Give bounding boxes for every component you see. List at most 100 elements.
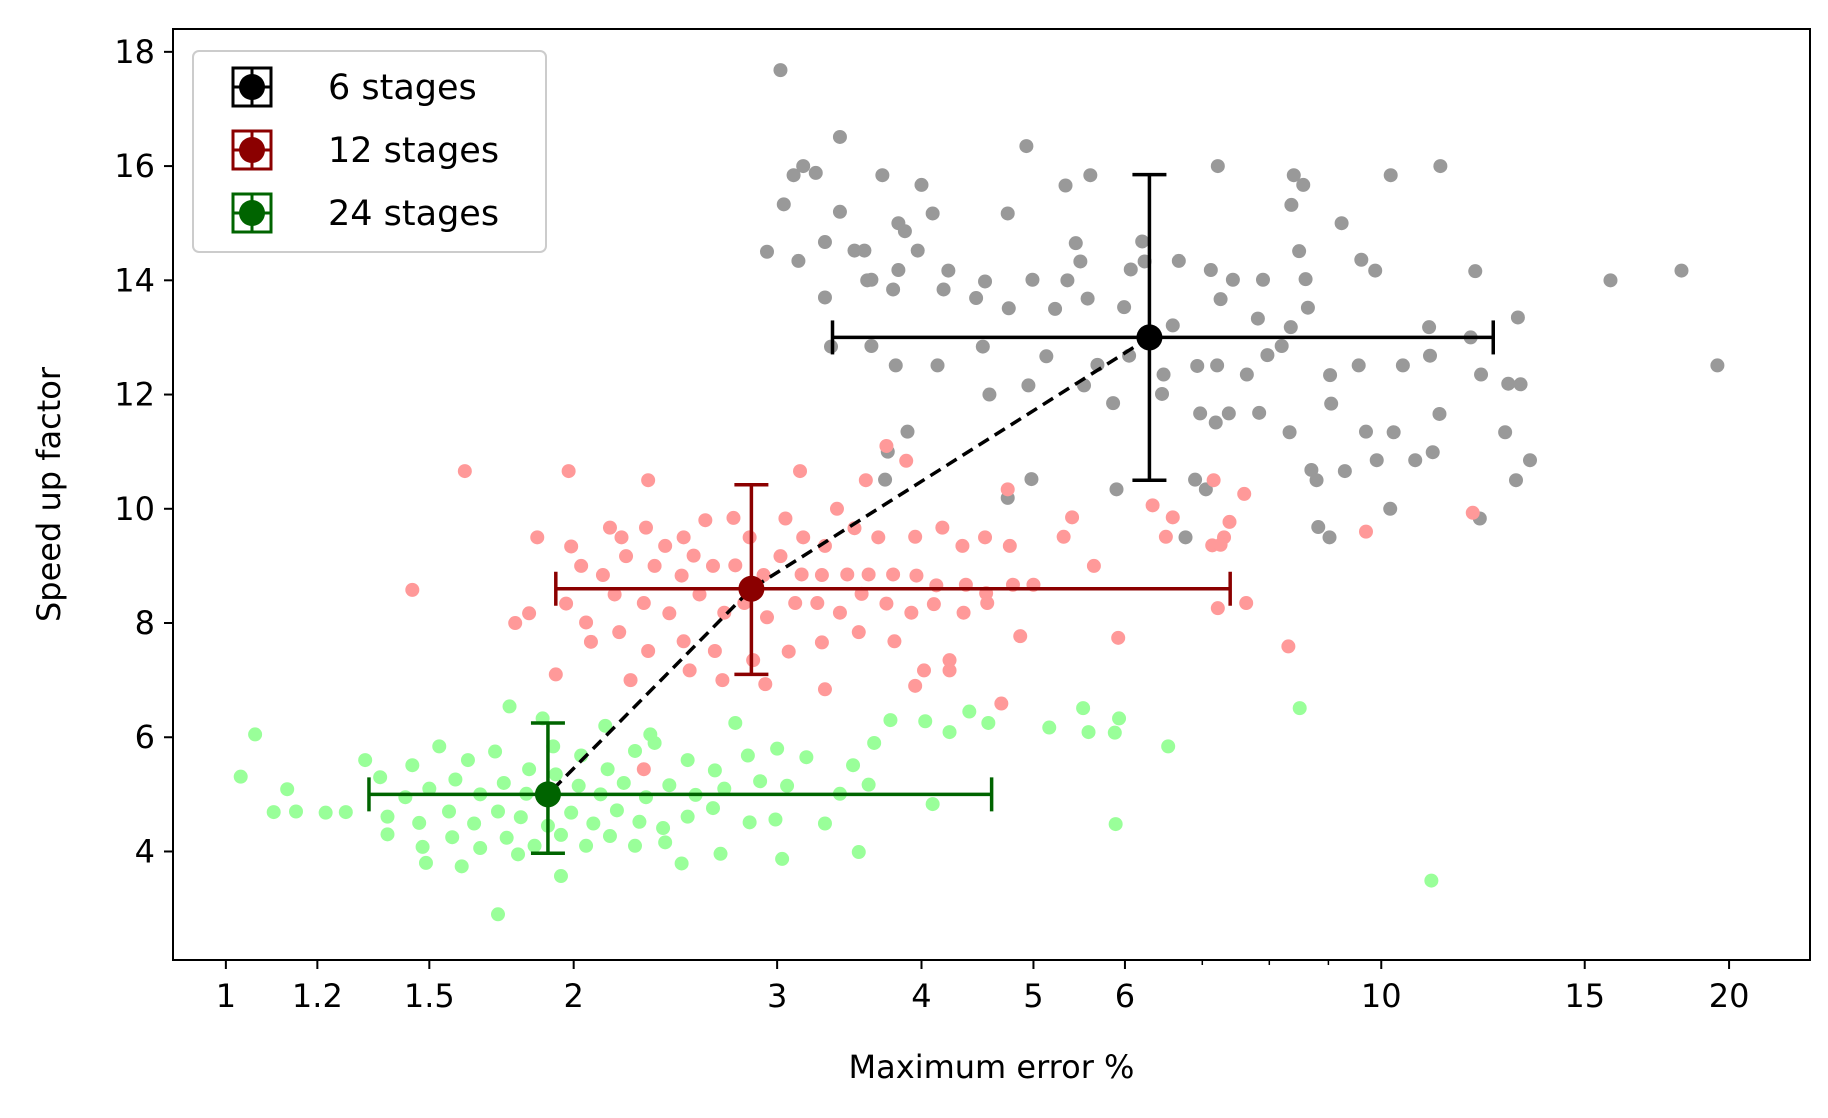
x-tick-label: 2 [563,977,583,1015]
data-point [548,767,563,782]
data-point [619,549,634,564]
data-point [636,596,651,611]
data-point [707,643,722,658]
data-point [1025,272,1040,287]
data-point [1013,629,1028,644]
data-point [936,282,951,297]
data-point [614,530,629,545]
data-point [508,616,523,631]
data-point [595,568,610,583]
data-point [742,815,757,830]
data-point [935,520,950,535]
x-tick-label: 10 [1361,977,1402,1015]
data-point [1123,262,1138,277]
data-point [817,682,832,697]
data-point [1369,453,1384,468]
data-point [1322,530,1337,545]
data-point [1250,311,1265,326]
legend-label: 24 stages [328,194,499,234]
data-point [638,790,653,805]
data-point [861,777,876,792]
data-point [1117,300,1132,315]
data-point [909,568,924,583]
data-point [598,718,613,733]
data-point [840,567,855,582]
data-point [1145,498,1160,513]
data-point [499,830,514,845]
data-point [612,625,627,640]
data-point [1239,367,1254,382]
y-tick-label: 6 [135,718,155,756]
x-tick-label: 6 [1115,977,1135,1015]
data-point [623,673,638,688]
data-point [600,762,615,777]
x-tick-label: 1 [216,977,236,1015]
data-point [513,810,528,825]
data-point [1107,725,1122,740]
data-point [726,510,741,525]
data-point [676,634,691,649]
data-point [559,596,574,611]
data-point [878,472,893,487]
data-point [422,781,437,796]
data-point [380,809,395,824]
data-point [553,827,568,842]
data-point [1674,263,1689,278]
data-point [442,804,457,819]
data-point [879,438,894,453]
data-point [1309,473,1324,488]
data-point [904,605,919,620]
data-point [770,741,785,756]
data-point [641,643,656,658]
data-point [522,606,537,621]
data-point [775,851,790,866]
data-point [1135,234,1150,249]
data-point [1281,639,1296,654]
data-point [579,615,594,630]
x-tick-label: 20 [1709,977,1750,1015]
data-point [925,797,940,812]
data-point [980,596,995,611]
data-point [956,605,971,620]
data-point [1292,701,1307,716]
data-point [1058,178,1073,193]
data-point [616,775,631,790]
data-point [692,587,707,602]
data-point [1283,320,1298,335]
data-point [1178,530,1193,545]
data-point [814,635,829,650]
x-axis: 1 1.2 1.5 2 3 4 5 6 10 15 20 [216,960,1750,1015]
data-point [1284,197,1299,212]
data-point [1068,236,1083,251]
data-point [910,243,925,258]
data-point [1239,596,1254,611]
data-point [628,743,643,758]
data-point [412,815,427,830]
data-point [891,263,906,278]
data-point [1065,510,1080,525]
data-point [398,790,413,805]
data-point [796,159,811,174]
data-point [636,762,651,777]
x-tick-label: 4 [911,977,931,1015]
x-tick-label: 3 [767,977,787,1015]
data-point [908,529,923,544]
mean-marker [534,781,561,808]
data-point [502,699,517,714]
legend-entry: 12 stages [231,129,499,171]
data-point [1513,377,1528,392]
data-point [1000,482,1015,497]
data-point [728,558,743,573]
data-point [1465,505,1480,520]
data-point [1221,406,1236,421]
legend-swatch-marker [239,137,265,163]
data-point [981,715,996,730]
data-point [1080,291,1095,306]
data-point [1522,453,1537,468]
mean-trend-line [546,335,1151,796]
data-point [1165,318,1180,333]
y-tick-label: 14 [114,261,155,299]
data-point [548,667,563,682]
data-point [858,473,873,488]
